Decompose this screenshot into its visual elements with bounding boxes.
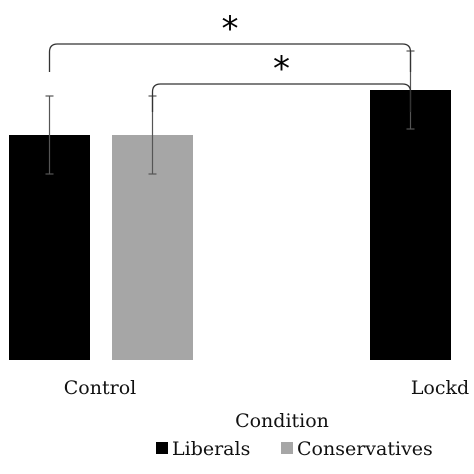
bars-layer: [9, 90, 451, 360]
legend-label-conservatives: Conservatives: [297, 438, 433, 460]
legend-label-liberals: Liberals: [172, 438, 250, 460]
bar-lockd-liberals: [370, 90, 451, 360]
significance-bracket-2: [151, 83, 412, 112]
significance-star-2: *: [273, 49, 290, 89]
significance-bracket-1: [48, 43, 412, 72]
legend-swatch-conservatives: [281, 442, 293, 454]
x-axis-label: Condition: [235, 410, 329, 432]
error-bars-layer: [45, 50, 415, 175]
x-tick-labels: Control Lockd: [64, 377, 469, 399]
x-tick-label-lockd: Lockd: [411, 377, 469, 399]
error-bar-control-liberals: [45, 95, 54, 175]
legend-swatch-liberals: [156, 442, 168, 454]
legend: Liberals Conservatives: [156, 438, 433, 460]
significance-star-1: *: [222, 9, 239, 49]
x-tick-label-control: Control: [64, 377, 136, 399]
significance-brackets: **: [48, 9, 412, 112]
